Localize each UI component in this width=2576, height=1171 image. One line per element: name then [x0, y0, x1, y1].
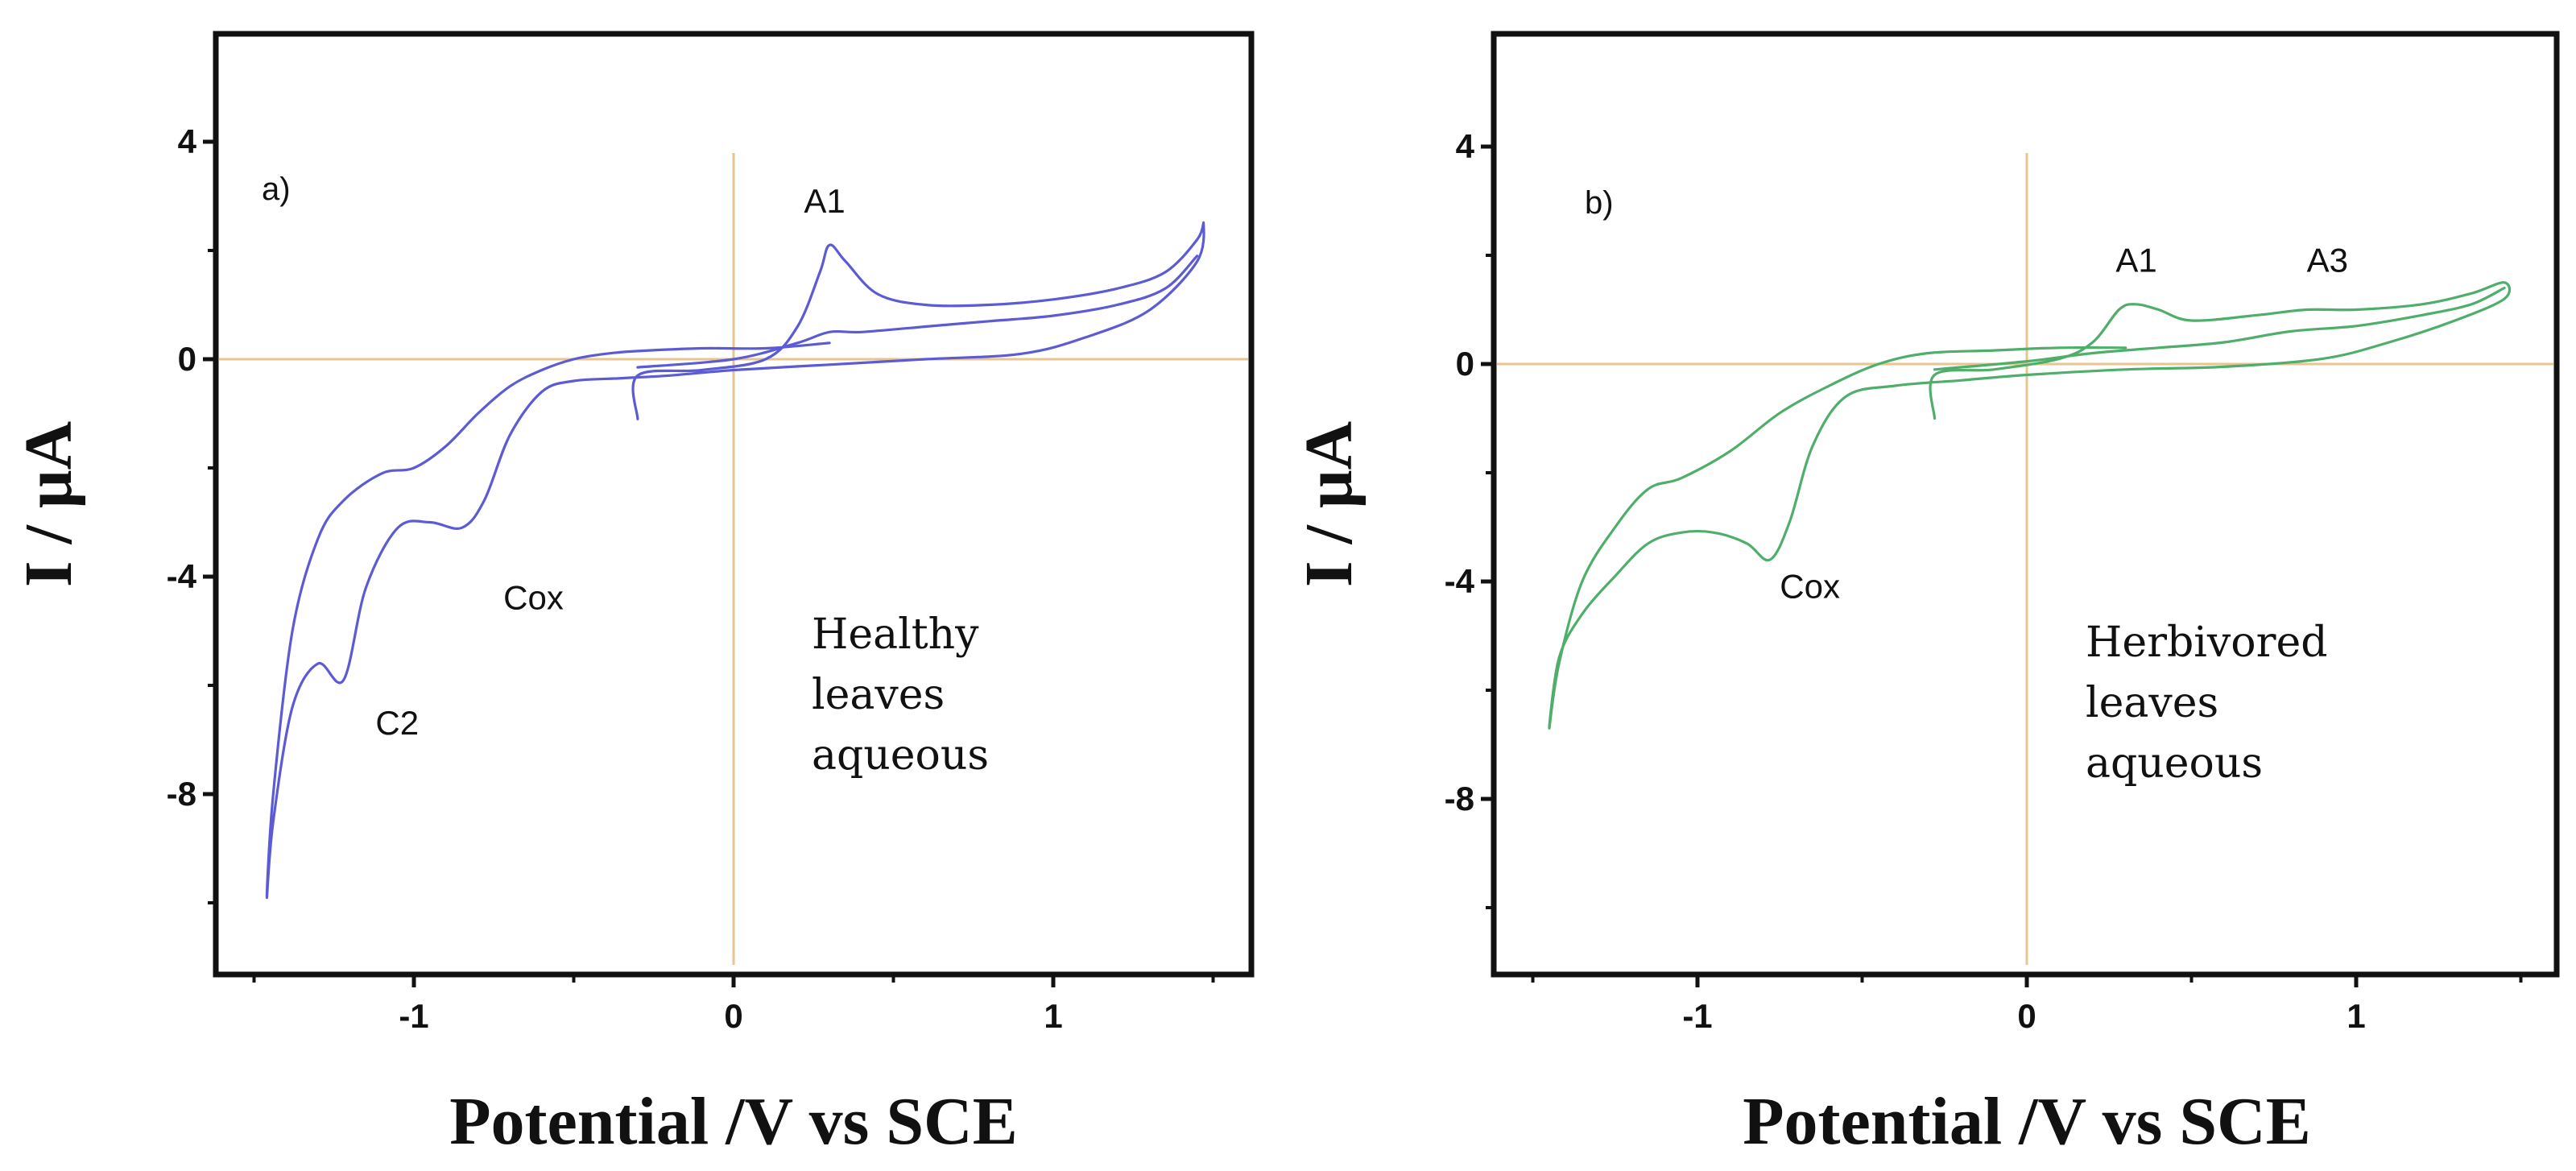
y-tick-label: 4: [1456, 127, 1475, 165]
annotation-c2: C2: [375, 704, 419, 742]
x-tick-label: 1: [1044, 997, 1062, 1035]
panel-a-note-line-1: Healthy: [812, 610, 979, 659]
panel-b-x-axis-label: Potential /V vs SCE: [1743, 1084, 2311, 1159]
panel-b-note-line-1: Herbivored: [2086, 619, 2328, 667]
cv-curve-1: [1548, 281, 2512, 730]
annotation-a1: A1: [804, 182, 845, 220]
panel-a-x-axis-label: Potential /V vs SCE: [449, 1084, 1018, 1159]
x-tick-label: 0: [2017, 997, 2036, 1035]
annotation-a1: A1: [2115, 241, 2156, 279]
y-tick-label: 0: [178, 340, 196, 378]
annotation-a3: A3: [2307, 241, 2348, 279]
y-tick-label: -4: [167, 557, 197, 595]
cv-curve-1: [265, 221, 1205, 899]
y-tick-label: -8: [1445, 780, 1474, 817]
panel-a-label: a): [262, 172, 291, 207]
x-tick-label: 1: [2347, 997, 2365, 1035]
panel-a: -1 0 1 -8 -4 0 4 a) A1 Cox C2 Healthy leaves a…: [11, 31, 1255, 1159]
annotation-cox: Cox: [1780, 567, 1840, 605]
panel-a-note-line-3: aqueous: [812, 731, 989, 780]
panel-b-label: b): [1585, 185, 1614, 221]
panel-b-note-line-3: aqueous: [2086, 739, 2263, 788]
y-tick-label: 4: [178, 122, 197, 160]
panel-b-frame: [1491, 31, 2560, 978]
panel-b-y-axis-label: I / μA: [1292, 421, 1367, 588]
y-tick-label: 0: [1456, 345, 1474, 383]
panel-a-y-axis-label: I / μA: [11, 421, 86, 588]
y-tick-label: -4: [1445, 562, 1475, 600]
panel-b: -1 0 1 -8 -4 0 4 b) A1 A3 Cox Herbivored leave…: [1292, 31, 2560, 1159]
x-tick-label: -1: [399, 997, 428, 1035]
panel-a-note-line-2: leaves: [812, 671, 945, 719]
cv-curve-2: [1933, 286, 2506, 371]
y-tick-label: -8: [167, 775, 196, 813]
panel-b-note-line-2: leaves: [2086, 679, 2218, 727]
cv-curve-2: [636, 254, 1199, 369]
x-tick-label: -1: [1682, 997, 1712, 1035]
x-tick-label: 0: [724, 997, 742, 1035]
annotation-cox: Cox: [503, 579, 564, 617]
